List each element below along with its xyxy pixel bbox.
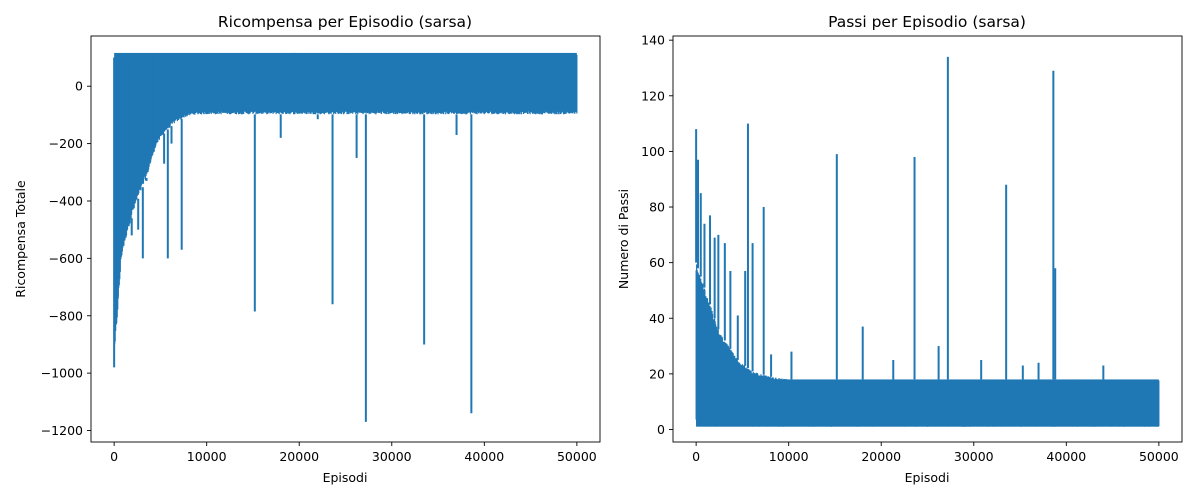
steps-x-axis-label: Episodi xyxy=(905,470,950,485)
reward-x-axis-label: Episodi xyxy=(323,470,368,485)
steps-x-tick-label: 50000 xyxy=(1139,449,1179,464)
reward-x-tick-label: 0 xyxy=(110,449,118,464)
steps-y-tick-label: 80 xyxy=(649,200,665,215)
reward-axes-frame xyxy=(90,35,601,443)
reward-y-tick-label: −1000 xyxy=(41,366,83,381)
reward-x-tick-label: 50000 xyxy=(557,449,597,464)
reward-plot-area xyxy=(113,52,578,422)
steps-x-tick-label: 10000 xyxy=(769,449,809,464)
reward-y-tick-label: −600 xyxy=(49,251,83,266)
steps-x-tick-label: 40000 xyxy=(1046,449,1086,464)
steps-x-ticks: 0 10000 20000 30000 40000 50000 xyxy=(692,442,1179,464)
steps-x-tick-label: 0 xyxy=(692,449,700,464)
steps-chart: Passi per Episodio (sarsa) 0 10000 20000 30… xyxy=(616,13,1183,485)
steps-y-tick-label: 20 xyxy=(649,366,665,381)
reward-chart-title: Ricompensa per Episodio (sarsa) xyxy=(218,13,472,31)
steps-x-tick-label: 20000 xyxy=(861,449,901,464)
steps-axes-frame xyxy=(672,35,1183,443)
reward-x-tick-label: 40000 xyxy=(464,449,504,464)
reward-x-ticks: 0 10000 20000 30000 40000 50000 xyxy=(110,442,597,464)
reward-y-axis-label: Ricompensa Totale xyxy=(13,180,28,298)
reward-y-tick-label: −200 xyxy=(49,136,83,151)
reward-y-tick-label: −1200 xyxy=(41,423,83,438)
reward-series-line xyxy=(113,52,578,363)
steps-y-tick-label: 120 xyxy=(641,88,665,103)
reward-y-tick-label: 0 xyxy=(75,79,83,94)
reward-y-ticks: −1200 −1000 −800 −600 −400 −200 0 xyxy=(41,79,91,438)
steps-y-tick-label: 40 xyxy=(649,311,665,326)
steps-chart-title: Passi per Episodio (sarsa) xyxy=(828,13,1026,31)
steps-x-tick-label: 30000 xyxy=(954,449,994,464)
reward-y-tick-label: −400 xyxy=(49,193,83,208)
reward-y-tick-label: −800 xyxy=(49,308,83,323)
steps-y-axis-label: Numero di Passi xyxy=(616,189,631,289)
steps-series-line xyxy=(695,264,1160,427)
reward-x-tick-label: 10000 xyxy=(187,449,227,464)
steps-y-tick-label: 100 xyxy=(641,144,665,159)
steps-y-tick-label: 60 xyxy=(649,255,665,270)
steps-y-ticks: 0 20 40 60 80 100 120 140 xyxy=(641,33,673,437)
reward-x-tick-label: 20000 xyxy=(279,449,319,464)
reward-x-tick-label: 30000 xyxy=(372,449,412,464)
steps-plot-area xyxy=(695,56,1160,427)
reward-chart: Ricompensa per Episodio (sarsa) 0 10000 20… xyxy=(13,13,601,485)
steps-y-tick-label: 140 xyxy=(641,33,665,48)
steps-y-tick-label: 0 xyxy=(657,422,665,437)
